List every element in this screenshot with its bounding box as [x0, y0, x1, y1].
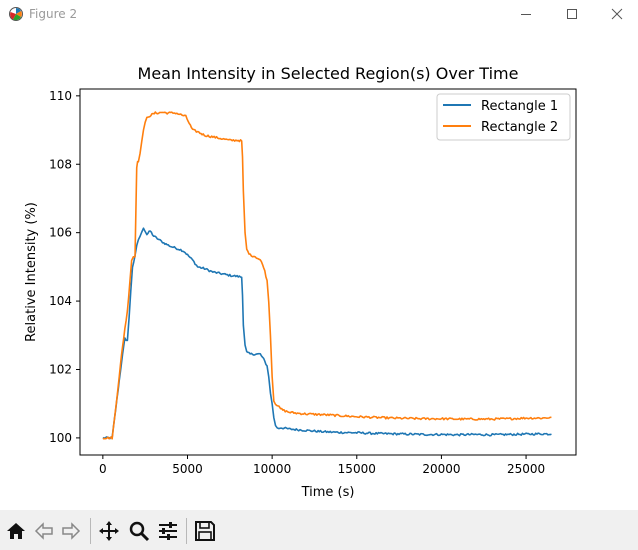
minimize-icon: [521, 14, 531, 15]
zoom-button[interactable]: [126, 518, 152, 544]
home-button[interactable]: [3, 518, 29, 544]
legend-label-rectangle-1: Rectangle 1: [481, 99, 558, 114]
y-axis: 100 102 104 106 108 110: [49, 89, 80, 445]
window-titlebar: Figure 2: [0, 0, 638, 28]
series-line-rectangle-1: [102, 227, 552, 440]
save-icon: [195, 521, 215, 541]
maximize-icon: [567, 9, 577, 19]
y-tick-label: 104: [49, 294, 72, 308]
line-chart: Mean Intensity in Selected Region(s) Ove…: [24, 64, 577, 500]
pan-icon: [99, 521, 119, 541]
forward-icon: [62, 522, 81, 540]
toolbar-separator: [90, 518, 91, 544]
navigation-toolbar: [0, 510, 638, 550]
legend: Rectangle 1 Rectangle 2: [436, 93, 571, 141]
x-tick-label: 15000: [338, 462, 376, 476]
chart-title: Mean Intensity in Selected Region(s) Ove…: [138, 64, 519, 83]
x-tick-label: 10000: [253, 462, 291, 476]
figure-canvas[interactable]: Mean Intensity in Selected Region(s) Ove…: [0, 28, 638, 508]
configure-subplots-icon: [159, 522, 177, 540]
x-tick-label: 20000: [422, 462, 460, 476]
home-icon: [7, 523, 25, 539]
maximize-button[interactable]: [549, 0, 595, 28]
y-axis-label: Relative Intensity (%): [24, 202, 39, 342]
y-tick-label: 106: [49, 226, 72, 240]
x-tick-label: 25000: [507, 462, 545, 476]
close-button[interactable]: [594, 0, 638, 28]
legend-label-rectangle-2: Rectangle 2: [481, 120, 558, 135]
minimize-button[interactable]: [503, 0, 549, 28]
matplotlib-app-icon: [9, 7, 23, 21]
zoom-icon: [129, 521, 150, 542]
plot-area: [80, 89, 576, 455]
back-button[interactable]: [31, 518, 57, 544]
y-tick-label: 108: [49, 157, 72, 171]
close-icon: [611, 8, 623, 20]
x-axis-label: Time (s): [301, 485, 355, 500]
forward-button[interactable]: [58, 518, 84, 544]
axes-frame: [79, 88, 577, 456]
series-line-rectangle-2: [102, 111, 552, 440]
save-button[interactable]: [192, 518, 218, 544]
y-tick-label: 100: [49, 431, 72, 445]
series-layer: [102, 111, 552, 440]
back-icon: [34, 522, 53, 540]
pan-button[interactable]: [96, 518, 122, 544]
x-axis: 0 5000 10000 15000 20000 25000: [99, 455, 545, 476]
x-tick-label: 5000: [172, 462, 203, 476]
x-tick-label: 0: [99, 462, 107, 476]
toolbar-separator: [186, 518, 187, 544]
window-title: Figure 2: [29, 7, 78, 21]
configure-subplots-button[interactable]: [155, 518, 181, 544]
y-tick-label: 102: [49, 362, 72, 376]
y-tick-label: 110: [49, 89, 72, 103]
